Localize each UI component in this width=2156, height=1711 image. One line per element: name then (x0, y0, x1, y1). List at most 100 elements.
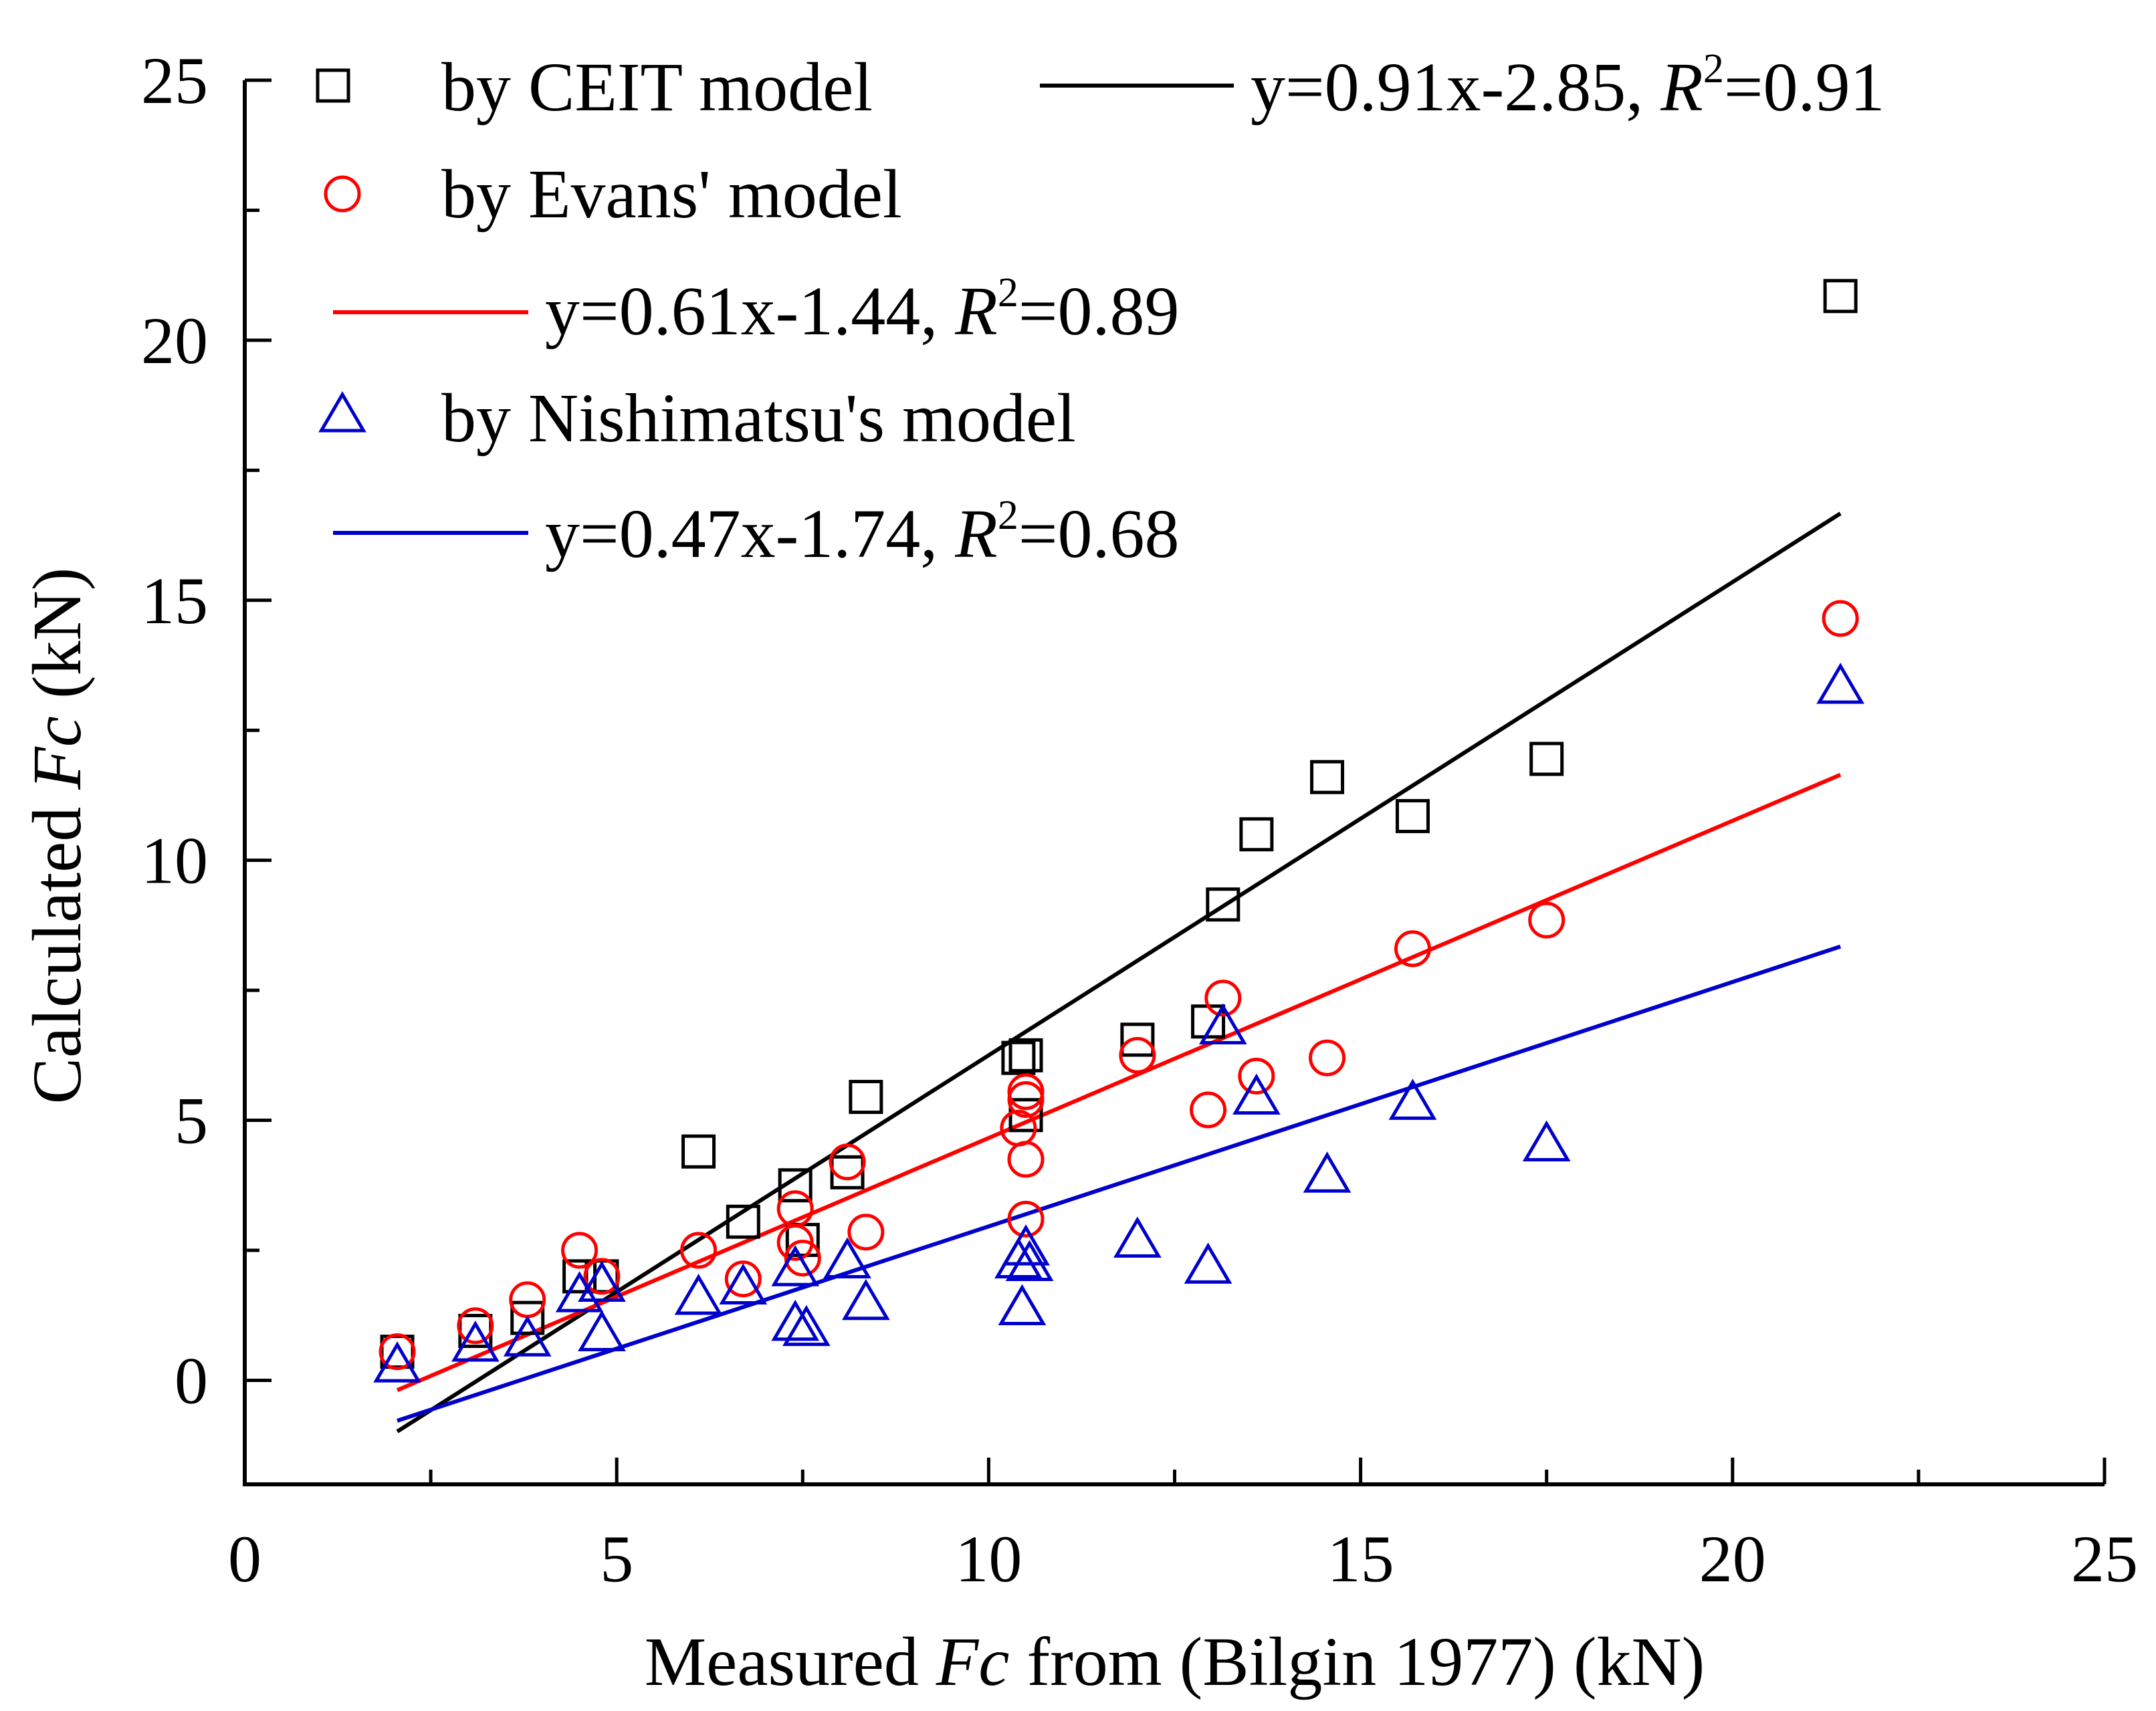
data-point-series-1 (1309, 1039, 1346, 1076)
legend-fit-evans-r2: =0.89 (1018, 273, 1180, 350)
data-point-series-1 (561, 1232, 599, 1269)
data-point-series-2 (998, 1284, 1047, 1326)
data-point-series-2 (578, 1260, 626, 1302)
data-point-series-1 (509, 1281, 546, 1319)
data-point-series-1 (457, 1307, 494, 1345)
x-axis-title-prefix: Measured (645, 1623, 936, 1700)
legend: by CEIT model y=0.91x-2.85, R2=0.91 by E… (316, 46, 1885, 572)
y-tick-label: 15 (141, 564, 208, 638)
data-point-series-0 (510, 1300, 545, 1335)
data-markers (373, 279, 1864, 1383)
data-point-series-1 (1528, 901, 1566, 939)
x-axis-title-italic: Fc (936, 1623, 1010, 1700)
data-point-series-2 (1002, 1224, 1050, 1266)
fit-line-series-1 (396, 773, 1842, 1392)
legend-fit-evans-sup: 2 (998, 270, 1018, 316)
data-point-series-2 (1816, 663, 1864, 704)
data-point-series-2 (771, 1299, 820, 1341)
legend-fit-ceit-r: R (1660, 49, 1703, 126)
data-point-series-2 (503, 1315, 552, 1357)
tick-labels: 0 5 10 15 20 25 0 5 10 15 20 25 (141, 43, 2138, 1596)
data-point-series-2 (451, 1321, 500, 1362)
data-point-series-1 (1190, 1091, 1227, 1129)
data-point-series-1 (1007, 1073, 1045, 1111)
legend-fit-nishimatsu: y=0.47x-1.74, R2=0.68 (545, 493, 1179, 572)
data-point-series-0 (1206, 887, 1241, 922)
x-tick-label: 10 (955, 1522, 1022, 1596)
data-point-series-2 (823, 1237, 871, 1279)
data-point-series-1 (1238, 1057, 1275, 1095)
y-tick-label: 20 (141, 304, 208, 378)
legend-fit-nishimatsu-r: R (954, 495, 998, 572)
y-tick-label: 5 (175, 1084, 208, 1158)
data-point-series-2 (1522, 1120, 1571, 1162)
data-point-series-0 (1310, 760, 1345, 794)
x-tick-label: 5 (600, 1522, 633, 1596)
legend-marker-nishimatsu (318, 391, 366, 433)
data-point-series-2 (1113, 1216, 1162, 1258)
data-point-series-2 (1303, 1151, 1352, 1193)
fit-line-series-2 (397, 944, 1842, 1423)
data-point-series-1 (1007, 1141, 1045, 1178)
legend-label-ceit: by CEIT model (441, 49, 873, 126)
data-point-series-2 (771, 1245, 820, 1286)
legend-fit-evans-eq: y=0.61x-1.44, (545, 273, 955, 350)
data-point-series-1 (1007, 1200, 1045, 1238)
data-point-series-0 (849, 1080, 883, 1115)
data-point-series-0 (681, 1134, 716, 1169)
data-point-series-0 (1239, 817, 1274, 852)
data-point-series-1 (1394, 930, 1431, 967)
data-point-series-0 (1008, 1038, 1043, 1072)
data-point-series-1 (724, 1260, 762, 1298)
legend-fit-nishimatsu-eq: y=0.47x-1.74, (545, 495, 955, 572)
y-axis-title-suffix: (kN) (19, 568, 96, 716)
x-tick-label: 15 (1327, 1522, 1394, 1596)
y-axis-title: Calculated Fc (kN) (19, 568, 96, 1105)
ticks (243, 78, 2107, 1484)
data-point-series-2 (719, 1263, 768, 1304)
data-point-series-1 (784, 1240, 821, 1277)
x-axis-title: Measured Fc from (Bilgin 1977) (kN) (645, 1623, 1705, 1700)
data-point-series-1 (829, 1143, 866, 1181)
data-point-series-2 (674, 1274, 723, 1315)
x-tick-label: 25 (2071, 1522, 2138, 1596)
data-point-series-2 (994, 1237, 1043, 1279)
data-point-series-2 (578, 1310, 626, 1351)
data-point-series-1 (1204, 980, 1242, 1017)
legend-fit-ceit-sup: 2 (1703, 46, 1724, 92)
legend-fit-evans-r: R (954, 273, 998, 350)
data-point-series-2 (1198, 1003, 1247, 1045)
data-point-series-0 (1001, 1040, 1036, 1075)
data-point-series-2 (1388, 1078, 1437, 1120)
legend-fit-nishimatsu-sup: 2 (998, 493, 1018, 538)
legend-fit-evans: y=0.61x-1.44, R2=0.89 (545, 270, 1179, 350)
legend-marker-ceit (316, 68, 350, 103)
data-point-series-2 (1184, 1242, 1232, 1284)
legend-fit-ceit-r2: =0.91 (1724, 49, 1885, 126)
fit-lines (396, 511, 1842, 1434)
y-tick-label: 25 (141, 43, 208, 118)
y-tick-label: 0 (175, 1343, 208, 1417)
data-point-series-0 (1529, 742, 1564, 776)
data-point-series-2 (373, 1341, 421, 1383)
data-point-series-0 (726, 1204, 760, 1239)
data-point-series-1 (847, 1214, 885, 1251)
data-point-series-0 (830, 1155, 865, 1189)
legend-fit-ceit-eq: y=0.91x-2.85, (1251, 49, 1660, 126)
y-axis-title-italic: Fc (19, 716, 96, 790)
y-axis-title-prefix: Calculated (19, 790, 96, 1105)
y-tick-label: 10 (141, 824, 208, 898)
data-point-series-1 (1119, 1036, 1156, 1074)
data-point-series-1 (1007, 1080, 1045, 1118)
legend-label-evans: by Evans' model (441, 156, 902, 233)
data-point-series-2 (842, 1278, 890, 1321)
data-point-series-0 (1120, 1022, 1155, 1057)
data-point-series-0 (1823, 279, 1858, 314)
legend-fit-nishimatsu-r2: =0.68 (1018, 495, 1180, 572)
x-tick-label: 0 (228, 1522, 261, 1596)
data-point-series-1 (776, 1190, 814, 1228)
legend-marker-evans (324, 175, 361, 213)
data-point-series-1 (680, 1232, 718, 1269)
